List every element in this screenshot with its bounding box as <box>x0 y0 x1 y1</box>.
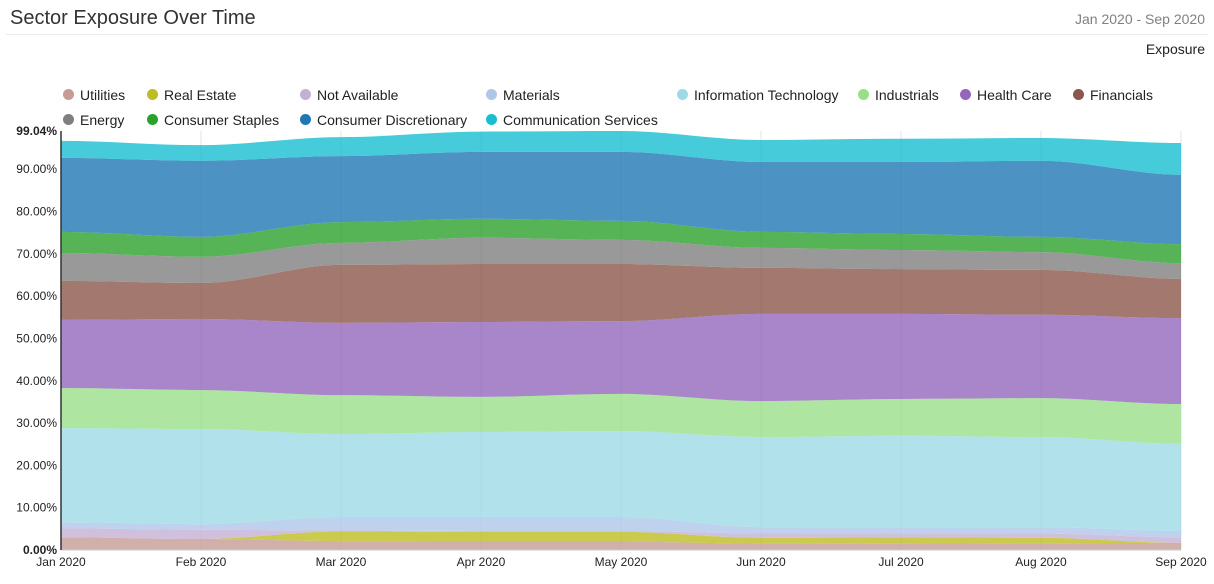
y-tick-label: 80.00% <box>16 205 57 219</box>
legend-item-industrials[interactable]: Industrials <box>858 82 960 107</box>
legend-item-real-estate[interactable]: Real Estate <box>147 82 300 107</box>
header-divider <box>6 34 1208 35</box>
legend-item-financials[interactable]: Financials <box>1073 82 1193 107</box>
legend-swatch <box>677 89 688 100</box>
legend-swatch <box>960 89 971 100</box>
area-communication-services[interactable] <box>61 131 1181 175</box>
legend-label: Financials <box>1090 86 1154 103</box>
y-tick-label: 20.00% <box>16 458 57 472</box>
x-tick-label: Sep 2020 <box>1155 555 1207 569</box>
y-tick-label: 0.00% <box>23 543 57 557</box>
metric-label: Exposure <box>1145 41 1205 57</box>
x-tick-label: Jan 2020 <box>36 555 86 569</box>
legend-swatch <box>300 89 311 100</box>
y-tick-label: 90.00% <box>16 162 57 176</box>
area-health-care[interactable] <box>61 313 1181 405</box>
legend-swatch <box>300 114 311 125</box>
x-tick-label: Mar 2020 <box>316 555 367 569</box>
x-tick-label: Aug 2020 <box>1015 555 1067 569</box>
legend-label: Consumer Staples <box>164 111 280 128</box>
legend-label: Communication Services <box>503 111 658 128</box>
legend-swatch <box>147 114 158 125</box>
chart-legend: Utilities Real Estate Not Available Materia… <box>63 82 1193 132</box>
y-tick-label: 99.04% <box>16 124 57 138</box>
area-consumer-discretionary[interactable] <box>61 151 1181 245</box>
area-not-available[interactable] <box>61 528 1181 543</box>
legend-swatch <box>486 114 497 125</box>
legend-label: Industrials <box>875 86 939 103</box>
legend-label: Health Care <box>977 86 1052 103</box>
legend-label: Materials <box>503 86 560 103</box>
area-financials[interactable] <box>61 264 1181 323</box>
area-consumer-staples[interactable] <box>61 218 1181 264</box>
legend-label: Energy <box>80 111 125 128</box>
area-real-estate[interactable] <box>61 531 1181 544</box>
legend-swatch <box>147 89 158 100</box>
legend-label: Information Technology <box>694 86 839 103</box>
x-tick-label: Apr 2020 <box>457 555 506 569</box>
legend-swatch <box>63 89 74 100</box>
x-axis-ticks: Jan 2020 Feb 2020 Mar 2020 Apr 2020 May 2020… <box>36 555 1207 569</box>
x-tick-label: Jul 2020 <box>878 555 924 569</box>
area-materials[interactable] <box>61 517 1181 538</box>
x-tick-label: Jun 2020 <box>736 555 786 569</box>
legend-item-health-care[interactable]: Health Care <box>960 82 1073 107</box>
area-industrials[interactable] <box>61 387 1181 444</box>
legend-item-information-technology[interactable]: Information Technology <box>677 82 858 107</box>
legend-label: Consumer Discretionary <box>317 111 468 128</box>
x-tick-label: Feb 2020 <box>176 555 227 569</box>
legend-label: Not Available <box>317 86 399 103</box>
y-tick-label: 30.00% <box>16 416 57 430</box>
legend-swatch <box>1073 89 1084 100</box>
chart-title: Sector Exposure Over Time <box>10 7 256 29</box>
y-axis-ticks: 0.00% 10.00% 20.00% 30.00% 40.00% 50.00% 60.00… <box>16 124 57 557</box>
area-energy[interactable] <box>61 237 1181 284</box>
y-tick-label: 70.00% <box>16 247 57 261</box>
area-utilities[interactable] <box>61 537 1181 550</box>
legend-item-not-available[interactable]: Not Available <box>300 82 486 107</box>
legend-swatch <box>63 114 74 125</box>
legend-item-consumer-staples[interactable]: Consumer Staples <box>147 107 300 132</box>
x-tick-label: May 2020 <box>595 555 648 569</box>
legend-item-energy[interactable]: Energy <box>63 107 147 132</box>
legend-label: Real Estate <box>164 86 237 103</box>
y-tick-label: 50.00% <box>16 331 57 345</box>
legend-swatch <box>858 89 869 100</box>
legend-item-communication-services[interactable]: Communication Services <box>486 107 677 132</box>
legend-item-utilities[interactable]: Utilities <box>63 82 147 107</box>
stacked-areas <box>61 131 1181 550</box>
legend-item-materials[interactable]: Materials <box>486 82 677 107</box>
y-tick-label: 40.00% <box>16 374 57 388</box>
y-tick-label: 10.00% <box>16 501 57 515</box>
area-information-technology[interactable] <box>61 428 1181 531</box>
legend-swatch <box>486 89 497 100</box>
y-tick-label: 60.00% <box>16 289 57 303</box>
date-range-label: Jan 2020 - Sep 2020 <box>1075 11 1205 27</box>
legend-item-consumer-discretionary[interactable]: Consumer Discretionary <box>300 107 486 132</box>
legend-label: Utilities <box>80 86 126 103</box>
